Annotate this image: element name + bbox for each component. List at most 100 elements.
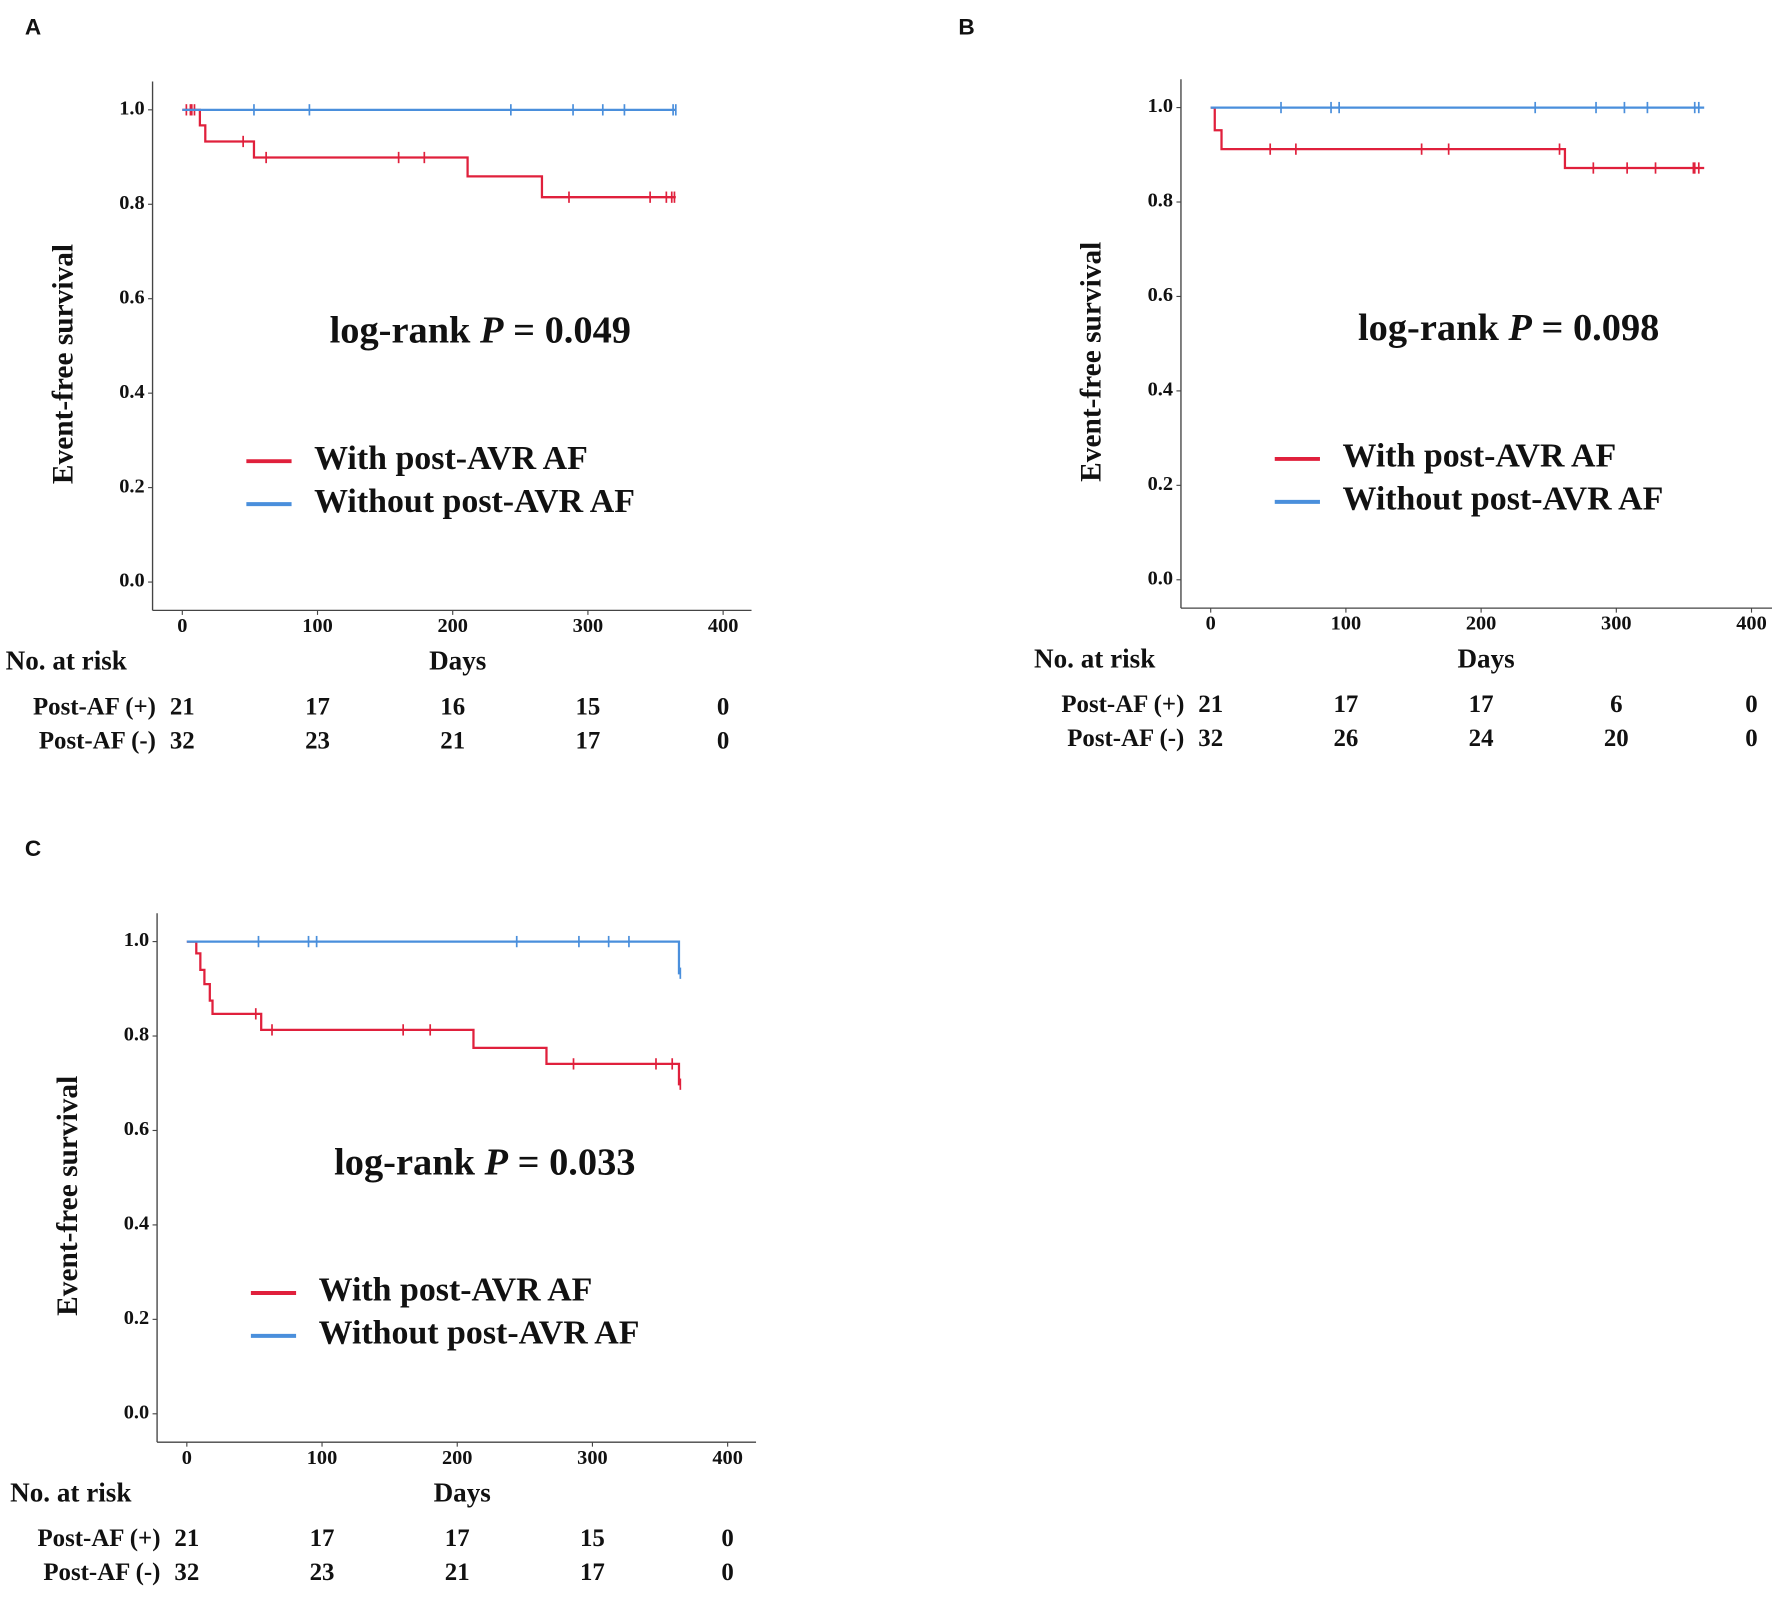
y-tick-label: 1.0 (119, 98, 144, 120)
legend-label: With post-AVR AF (314, 440, 588, 477)
panel-label: A (25, 14, 41, 39)
annotation-italic: P (479, 309, 504, 351)
y-tick-label: 0.4 (1148, 379, 1173, 401)
annotation-text: = 0.049 (503, 309, 631, 351)
risk-value: 0 (721, 1525, 733, 1552)
risk-value: 15 (575, 693, 600, 720)
risk-value: 17 (445, 1525, 470, 1552)
risk-value: 23 (310, 1559, 335, 1586)
risk-value: 21 (440, 727, 465, 754)
risk-value: 17 (575, 727, 600, 754)
x-tick-label: 0 (177, 615, 187, 637)
annotation-text: log-rank (1358, 307, 1508, 349)
y-tick-label: 0.2 (1148, 473, 1173, 495)
x-tick-label: 0 (1206, 613, 1216, 635)
chart-panel: 0.00.20.40.60.81.00 100 200 300 400DaysEvent… (1034, 79, 1772, 752)
legend-label: With post-AVR AF (319, 1272, 593, 1309)
legend-label: Without post-AVR AF (314, 483, 635, 520)
survival-curve (1210, 106, 1705, 170)
x-tick-label: 300 (573, 615, 604, 637)
risk-value: 32 (174, 1559, 199, 1586)
legend-label: Without post-AVR AF (319, 1315, 640, 1352)
risk-value: 0 (717, 693, 729, 720)
y-tick-label: 0.0 (119, 570, 144, 592)
x-tick-label: 100 (302, 615, 333, 637)
risk-value: 21 (170, 693, 195, 720)
y-tick-label: 0.2 (124, 1307, 149, 1329)
risk-value: 15 (580, 1525, 605, 1552)
risk-row-label: Post-AF (+) (1061, 691, 1184, 718)
y-tick-label: 0.8 (119, 192, 144, 214)
y-tick-label: 0.0 (1148, 567, 1173, 589)
annotation-text: = 0.098 (1532, 307, 1660, 349)
x-tick-label: 200 (1466, 613, 1496, 635)
y-tick-label: 0.6 (124, 1118, 149, 1140)
x-axis-title: Days (1457, 643, 1514, 673)
risk-row-label: Post-AF (-) (39, 727, 156, 754)
x-axis-title: Days (429, 646, 486, 676)
survival-curve (186, 940, 681, 975)
y-axis-title: Event-free survival (52, 1076, 84, 1316)
x-tick-label: 200 (437, 615, 468, 637)
annotation: log-rank P = 0.049 (330, 309, 631, 351)
risk-value: 0 (721, 1559, 733, 1586)
annotation: log-rank P = 0.033 (334, 1141, 635, 1183)
annotation-italic: P (1507, 307, 1532, 349)
x-tick-label: 0 (182, 1447, 192, 1469)
risk-value: 24 (1469, 725, 1494, 752)
x-axis-title: Days (434, 1477, 491, 1507)
legend-label: With post-AVR AF (1343, 438, 1617, 475)
x-tick-label: 300 (577, 1447, 608, 1469)
y-tick-label: 1.0 (124, 929, 149, 951)
annotation-text: log-rank (330, 309, 480, 351)
risk-row-label: Post-AF (+) (37, 1525, 160, 1552)
risk-value: 17 (310, 1525, 335, 1552)
y-tick-label: 0.2 (119, 475, 144, 497)
annotation-italic: P (484, 1141, 509, 1183)
x-tick-label: 400 (708, 615, 739, 637)
y-tick-label: 1.0 (1148, 95, 1173, 117)
annotation-text: log-rank (334, 1141, 484, 1183)
risk-table-title: No. at risk (6, 646, 128, 676)
risk-value: 0 (717, 727, 729, 754)
risk-row-label: Post-AF (-) (43, 1559, 160, 1586)
survival-curve (186, 940, 681, 1086)
risk-value: 32 (1198, 725, 1223, 752)
risk-value: 20 (1604, 725, 1629, 752)
risk-value: 21 (445, 1559, 470, 1586)
survival-curve (182, 108, 676, 199)
risk-row-label: Post-AF (+) (33, 693, 156, 720)
risk-value: 0 (1745, 691, 1757, 718)
risk-value: 21 (1198, 691, 1223, 718)
annotation-text: = 0.033 (508, 1141, 636, 1183)
risk-value: 16 (440, 693, 465, 720)
x-tick-label: 400 (712, 1447, 743, 1469)
risk-value: 17 (1333, 691, 1358, 718)
y-tick-label: 0.4 (124, 1213, 149, 1235)
risk-value: 17 (305, 693, 330, 720)
y-tick-label: 0.6 (1148, 284, 1173, 306)
legend-label: Without post-AVR AF (1343, 481, 1664, 518)
risk-table-title: No. at risk (10, 1477, 132, 1507)
risk-table-title: No. at risk (1034, 643, 1156, 673)
x-tick-label: 100 (1331, 613, 1362, 635)
y-tick-label: 0.0 (124, 1401, 149, 1423)
x-tick-label: 300 (1601, 613, 1632, 635)
x-tick-label: 100 (307, 1447, 338, 1469)
annotation: log-rank P = 0.098 (1358, 307, 1659, 349)
y-tick-label: 0.8 (124, 1024, 149, 1046)
x-tick-label: 200 (442, 1447, 472, 1469)
risk-value: 32 (170, 727, 195, 754)
y-tick-label: 0.8 (1148, 190, 1173, 212)
y-tick-label: 0.6 (119, 286, 144, 308)
risk-value: 17 (1469, 691, 1494, 718)
chart-panel: 0.0 0.2 0.4 0.6 0.8 1.0 0 100 200 300 400 Days Event… (10, 913, 757, 1586)
risk-value: 6 (1610, 691, 1622, 718)
y-tick-label: 0.4 (119, 381, 144, 403)
panel-label: B (958, 14, 974, 39)
risk-value: 21 (174, 1525, 199, 1552)
risk-value: 0 (1745, 725, 1757, 752)
risk-value: 17 (580, 1559, 605, 1586)
risk-value: 23 (305, 727, 330, 754)
